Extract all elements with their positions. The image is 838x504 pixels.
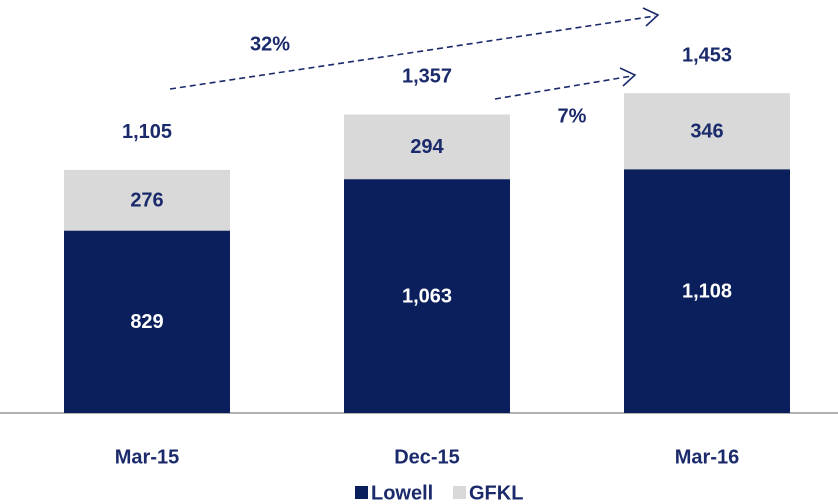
annotation: 7% <box>558 105 587 127</box>
x-tick-label: Mar-16 <box>675 446 739 468</box>
data-label: 1,063 <box>402 285 452 307</box>
growth-arrow <box>494 75 633 100</box>
bar-segment <box>624 93 790 170</box>
bar-segment <box>344 114 510 180</box>
legend-label: GFKL <box>469 482 523 504</box>
total-label: 1,105 <box>122 121 172 143</box>
growth-arrow <box>169 15 656 90</box>
bar-segment <box>64 230 230 413</box>
data-label: 294 <box>410 136 444 158</box>
total-label: 1,357 <box>402 66 452 88</box>
bar-segment <box>624 169 790 413</box>
data-label: 276 <box>130 190 163 212</box>
data-label: 1,108 <box>682 280 732 302</box>
annotation: 32% <box>250 33 290 55</box>
legend-label: Lowell <box>371 482 433 504</box>
bar-segment <box>64 169 230 231</box>
legend-swatch <box>453 486 466 499</box>
data-label: 346 <box>690 120 723 142</box>
bar-segment <box>344 179 510 413</box>
x-tick-label: Mar-15 <box>115 446 179 468</box>
legend-swatch <box>355 486 368 499</box>
data-label: 829 <box>130 311 163 333</box>
arrow-head <box>619 67 637 87</box>
arrow-head <box>642 7 660 27</box>
total-label: 1,453 <box>682 45 732 67</box>
x-tick-label: Dec-15 <box>394 446 460 468</box>
